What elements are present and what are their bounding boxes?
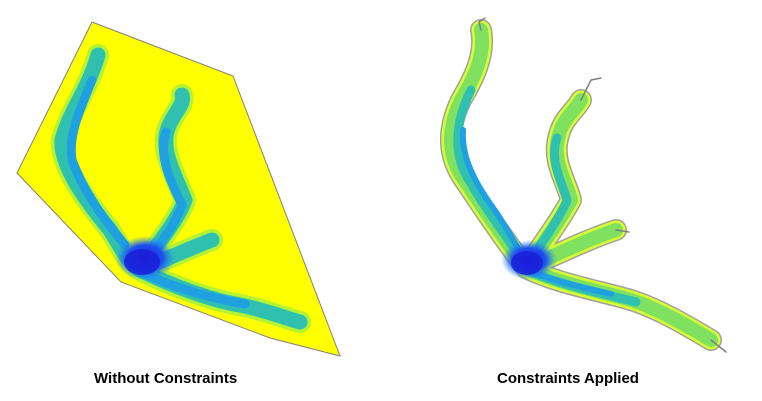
caption-constraints-applied: Constraints Applied [497, 370, 639, 387]
reservoir-bathymetry [439, 17, 727, 353]
constraints-applied-map [439, 17, 727, 353]
reservoir-bathymetry [50, 44, 311, 333]
caption-without-constraints: Without Constraints [94, 370, 238, 387]
without-constraints-map [16, 21, 341, 357]
